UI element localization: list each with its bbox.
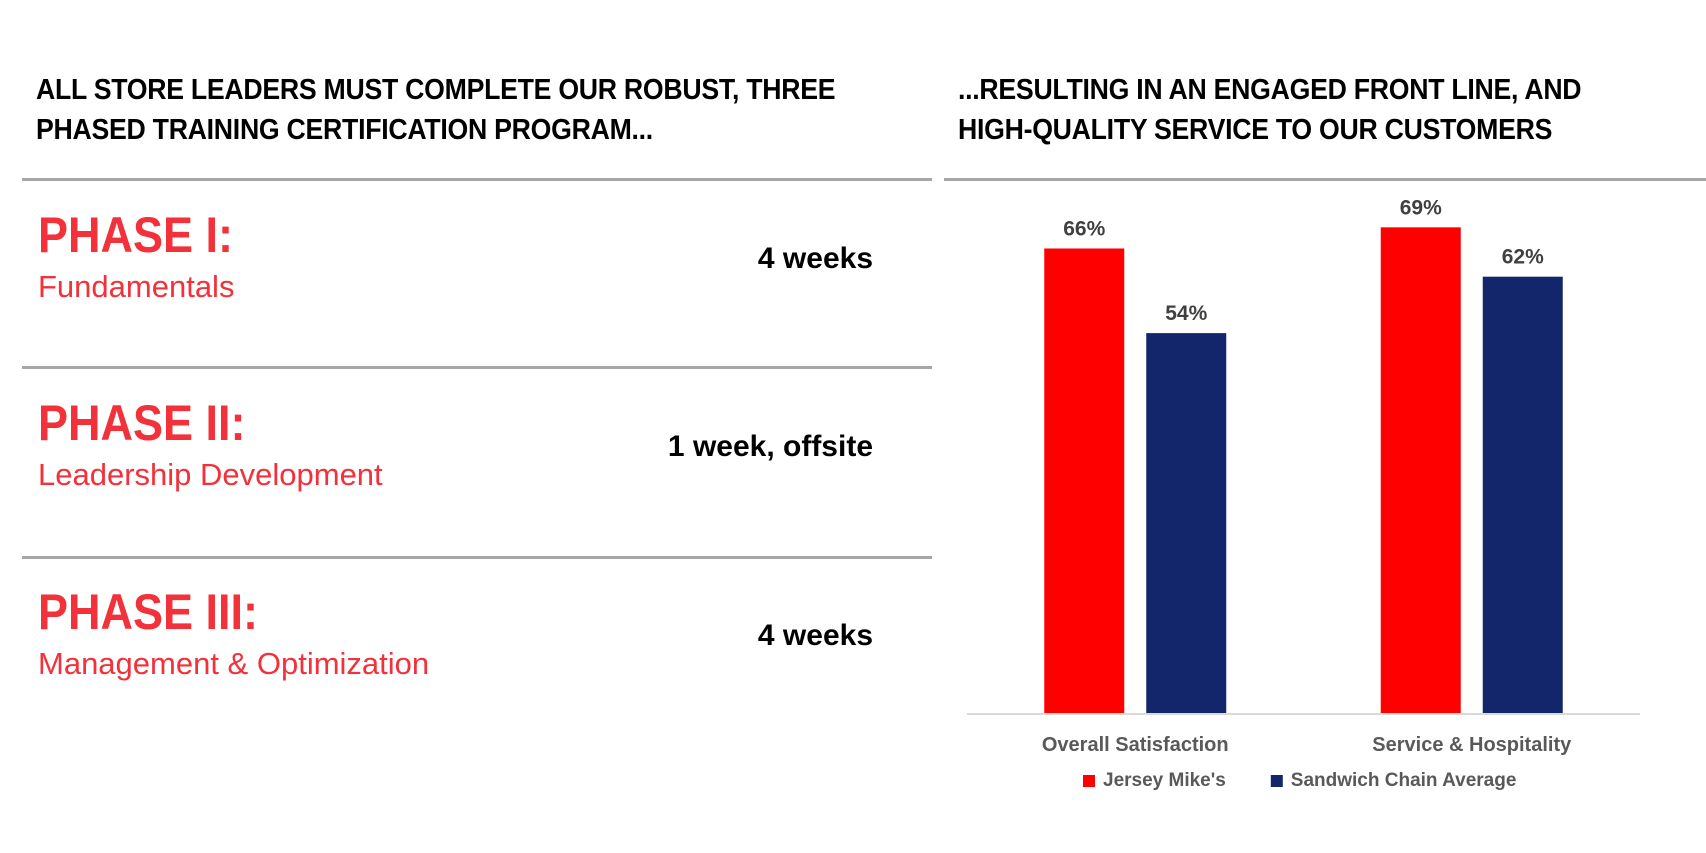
legend-swatch [1083, 775, 1095, 787]
phase-divider-1 [22, 366, 932, 369]
left-heading-line2: PHASED TRAINING CERTIFICATION PROGRAM... [36, 114, 653, 146]
right-heading: ...RESULTING IN AN ENGAGED FRONT LINE, A… [958, 70, 1582, 150]
bar-jersey-mikes-2 [1380, 227, 1461, 714]
phase-duration: 4 weeks [757, 619, 873, 652]
right-top-divider [944, 178, 1706, 181]
phase-subtitle: Leadership Development [38, 457, 383, 492]
phase-3: PHASE III: Management & Optimization 4 w… [38, 585, 908, 715]
bar-value-label: 62% [1502, 246, 1544, 269]
right-heading-line2: HIGH-QUALITY SERVICE TO OUR CUSTOMERS [958, 114, 1553, 146]
legend-swatch [1270, 775, 1283, 787]
phase-1: PHASE I: Fundamentals 4 weeks [38, 208, 908, 338]
phase-duration: 4 weeks [757, 242, 873, 275]
left-heading-line1: ALL STORE LEADERS MUST COMPLETE OUR ROBU… [36, 74, 836, 106]
bar-value-label: 66% [1063, 217, 1105, 240]
bar-jersey-mikes-1 [1044, 248, 1125, 715]
phase-2: PHASE II: Leadership Development 1 week,… [38, 396, 908, 526]
phase-duration: 1 week, offsite [667, 430, 873, 463]
legend-label: Sandwich Chain Average [1291, 770, 1517, 791]
satisfaction-bar-chart: 66% 54% Overall Satisfaction 69% 62% Service … [967, 196, 1640, 791]
phase-title: PHASE III: [38, 584, 259, 640]
bars-layer [1044, 227, 1563, 715]
bar-chain-average-2 [1482, 276, 1563, 714]
right-heading-line1: ...RESULTING IN AN ENGAGED FRONT LINE, A… [958, 74, 1582, 106]
phase-title: PHASE I: [38, 207, 234, 263]
phase-title: PHASE II: [38, 395, 246, 451]
phase-divider-2 [22, 556, 932, 559]
category-label: Overall Satisfaction [1042, 734, 1229, 756]
bar-value-label: 69% [1400, 196, 1442, 219]
left-top-divider [22, 178, 932, 181]
bar-chain-average-1 [1146, 333, 1227, 714]
labels-layer: 66% 54% Overall Satisfaction 69% 62% Service … [1042, 196, 1572, 756]
phase-subtitle: Fundamentals [38, 269, 235, 304]
legend-label: Jersey Mike's [1103, 770, 1226, 791]
bar-value-label: 54% [1165, 302, 1207, 325]
phase-subtitle: Management & Optimization [38, 646, 430, 681]
left-heading: ALL STORE LEADERS MUST COMPLETE OUR ROBU… [36, 70, 836, 150]
category-label: Service & Hospitality [1372, 734, 1572, 756]
legend: Jersey Mike's Sandwich Chain Average [1083, 770, 1516, 791]
